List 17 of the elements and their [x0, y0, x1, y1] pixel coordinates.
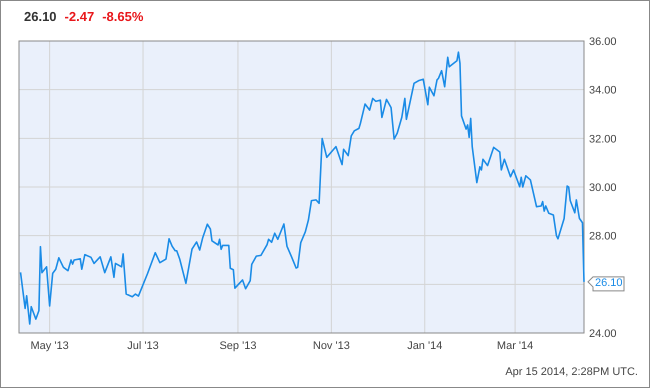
annotation: 26.10 — [595, 276, 623, 289]
x-tick-label: Jul '13 — [127, 340, 159, 352]
x-tick-label: Mar '14 — [496, 340, 534, 352]
y-tick-label: 36.00 — [589, 36, 617, 48]
y-tick-label: 30.00 — [589, 182, 617, 194]
y-tick-label: 24.00 — [589, 328, 617, 340]
chart-subtitle: -2.47 -8.65% — [64, 9, 144, 24]
x-tick-label: Sep '13 — [219, 340, 256, 352]
x-tick-label: Nov '13 — [312, 340, 350, 352]
x-tick-label: Jan '14 — [407, 340, 442, 352]
y-tick-label: 28.00 — [589, 230, 617, 243]
chart-title: 26.10 — [24, 9, 57, 24]
x-tick-label: May '13 — [30, 340, 69, 352]
text: Apr 15 2014, 2:28PM UTC. — [505, 366, 638, 378]
line-series — [20, 51, 585, 325]
y-tick-label: 34.00 — [589, 84, 617, 97]
y-tick-label: 32.00 — [589, 133, 617, 146]
